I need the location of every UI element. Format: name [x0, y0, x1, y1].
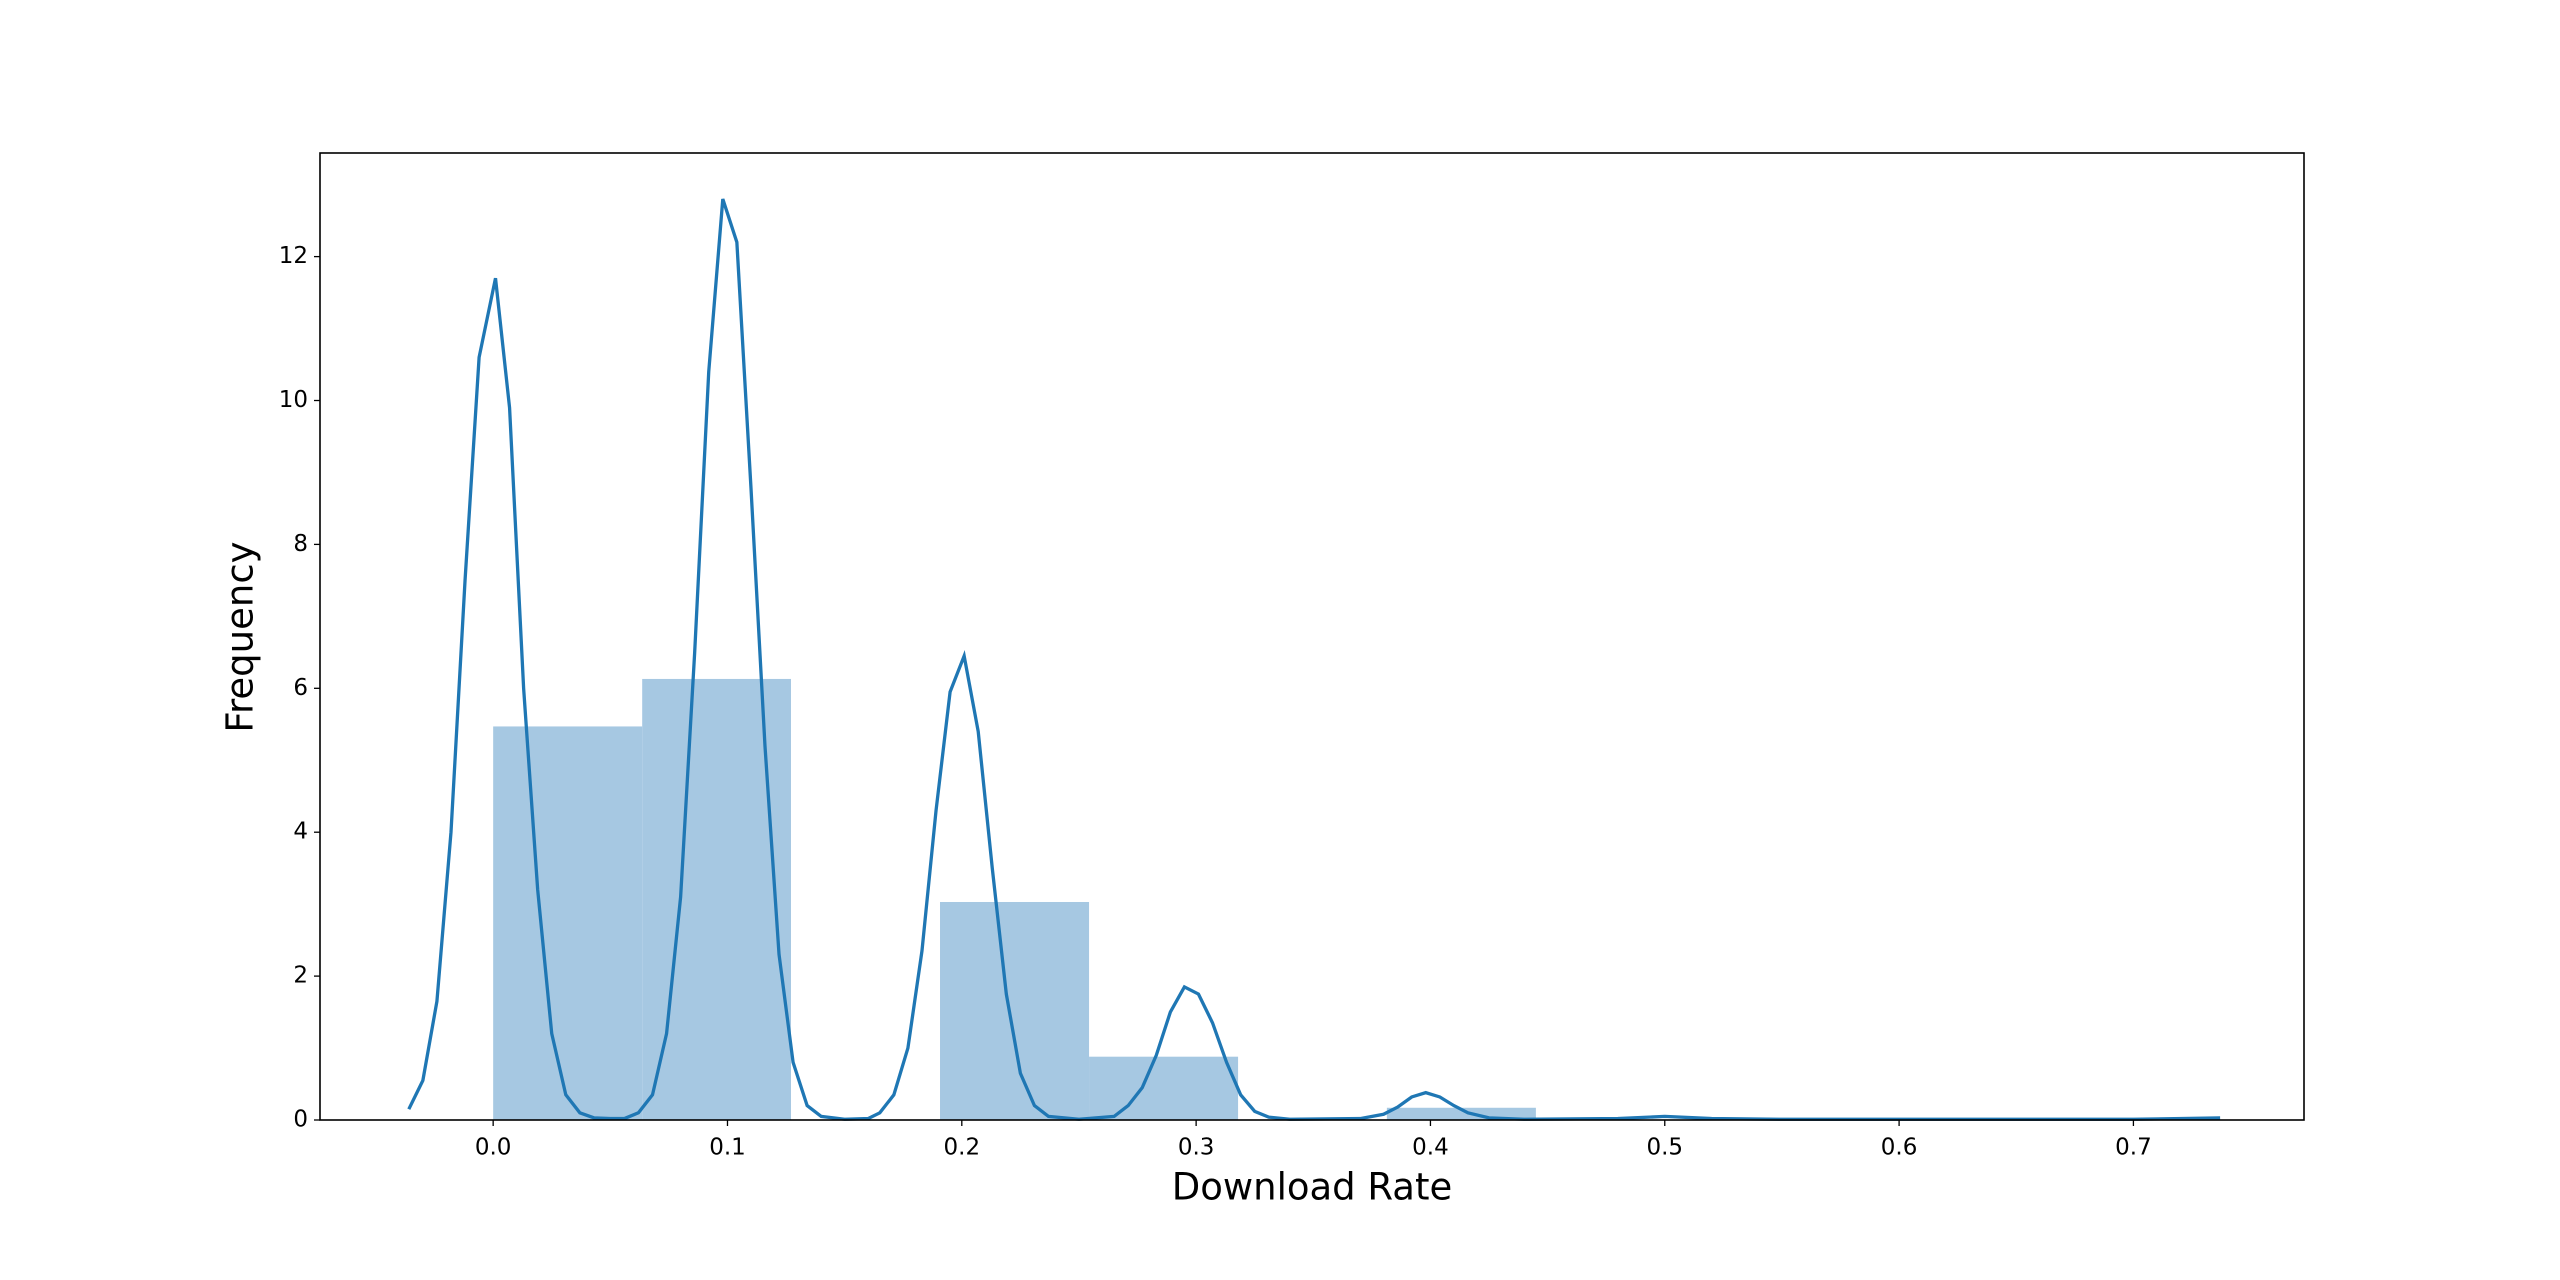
y-tick-label: 8: [293, 531, 308, 557]
x-tick-label: 0.5: [1646, 1135, 1683, 1161]
x-axis-label: Download Rate: [1172, 1166, 1453, 1209]
y-tick-label: 4: [293, 819, 308, 845]
x-tick-label: 0.6: [1881, 1135, 1918, 1161]
y-tick-label: 2: [293, 963, 308, 989]
y-tick-label: 10: [279, 387, 308, 413]
plot-frame: [319, 152, 2305, 1121]
histogram-bar: [493, 726, 643, 1120]
y-tick-label: 6: [293, 675, 308, 701]
density-line: [407, 198, 2221, 1121]
x-tick-label: 0.3: [1178, 1135, 1215, 1161]
y-tick-label: 12: [279, 243, 308, 269]
x-tick-label: 0.2: [944, 1135, 981, 1161]
x-tick-label: 0.0: [475, 1135, 512, 1161]
y-axis-label: Frequency: [219, 541, 262, 732]
histogram-bar: [940, 901, 1090, 1120]
histogram-bar: [1089, 1056, 1239, 1120]
x-tick-label: 0.1: [709, 1135, 746, 1161]
y-tick-label: 0: [293, 1107, 308, 1133]
x-tick-label: 0.7: [2115, 1135, 2152, 1161]
histogram-bar: [642, 678, 791, 1120]
x-tick-label: 0.4: [1412, 1135, 1449, 1161]
